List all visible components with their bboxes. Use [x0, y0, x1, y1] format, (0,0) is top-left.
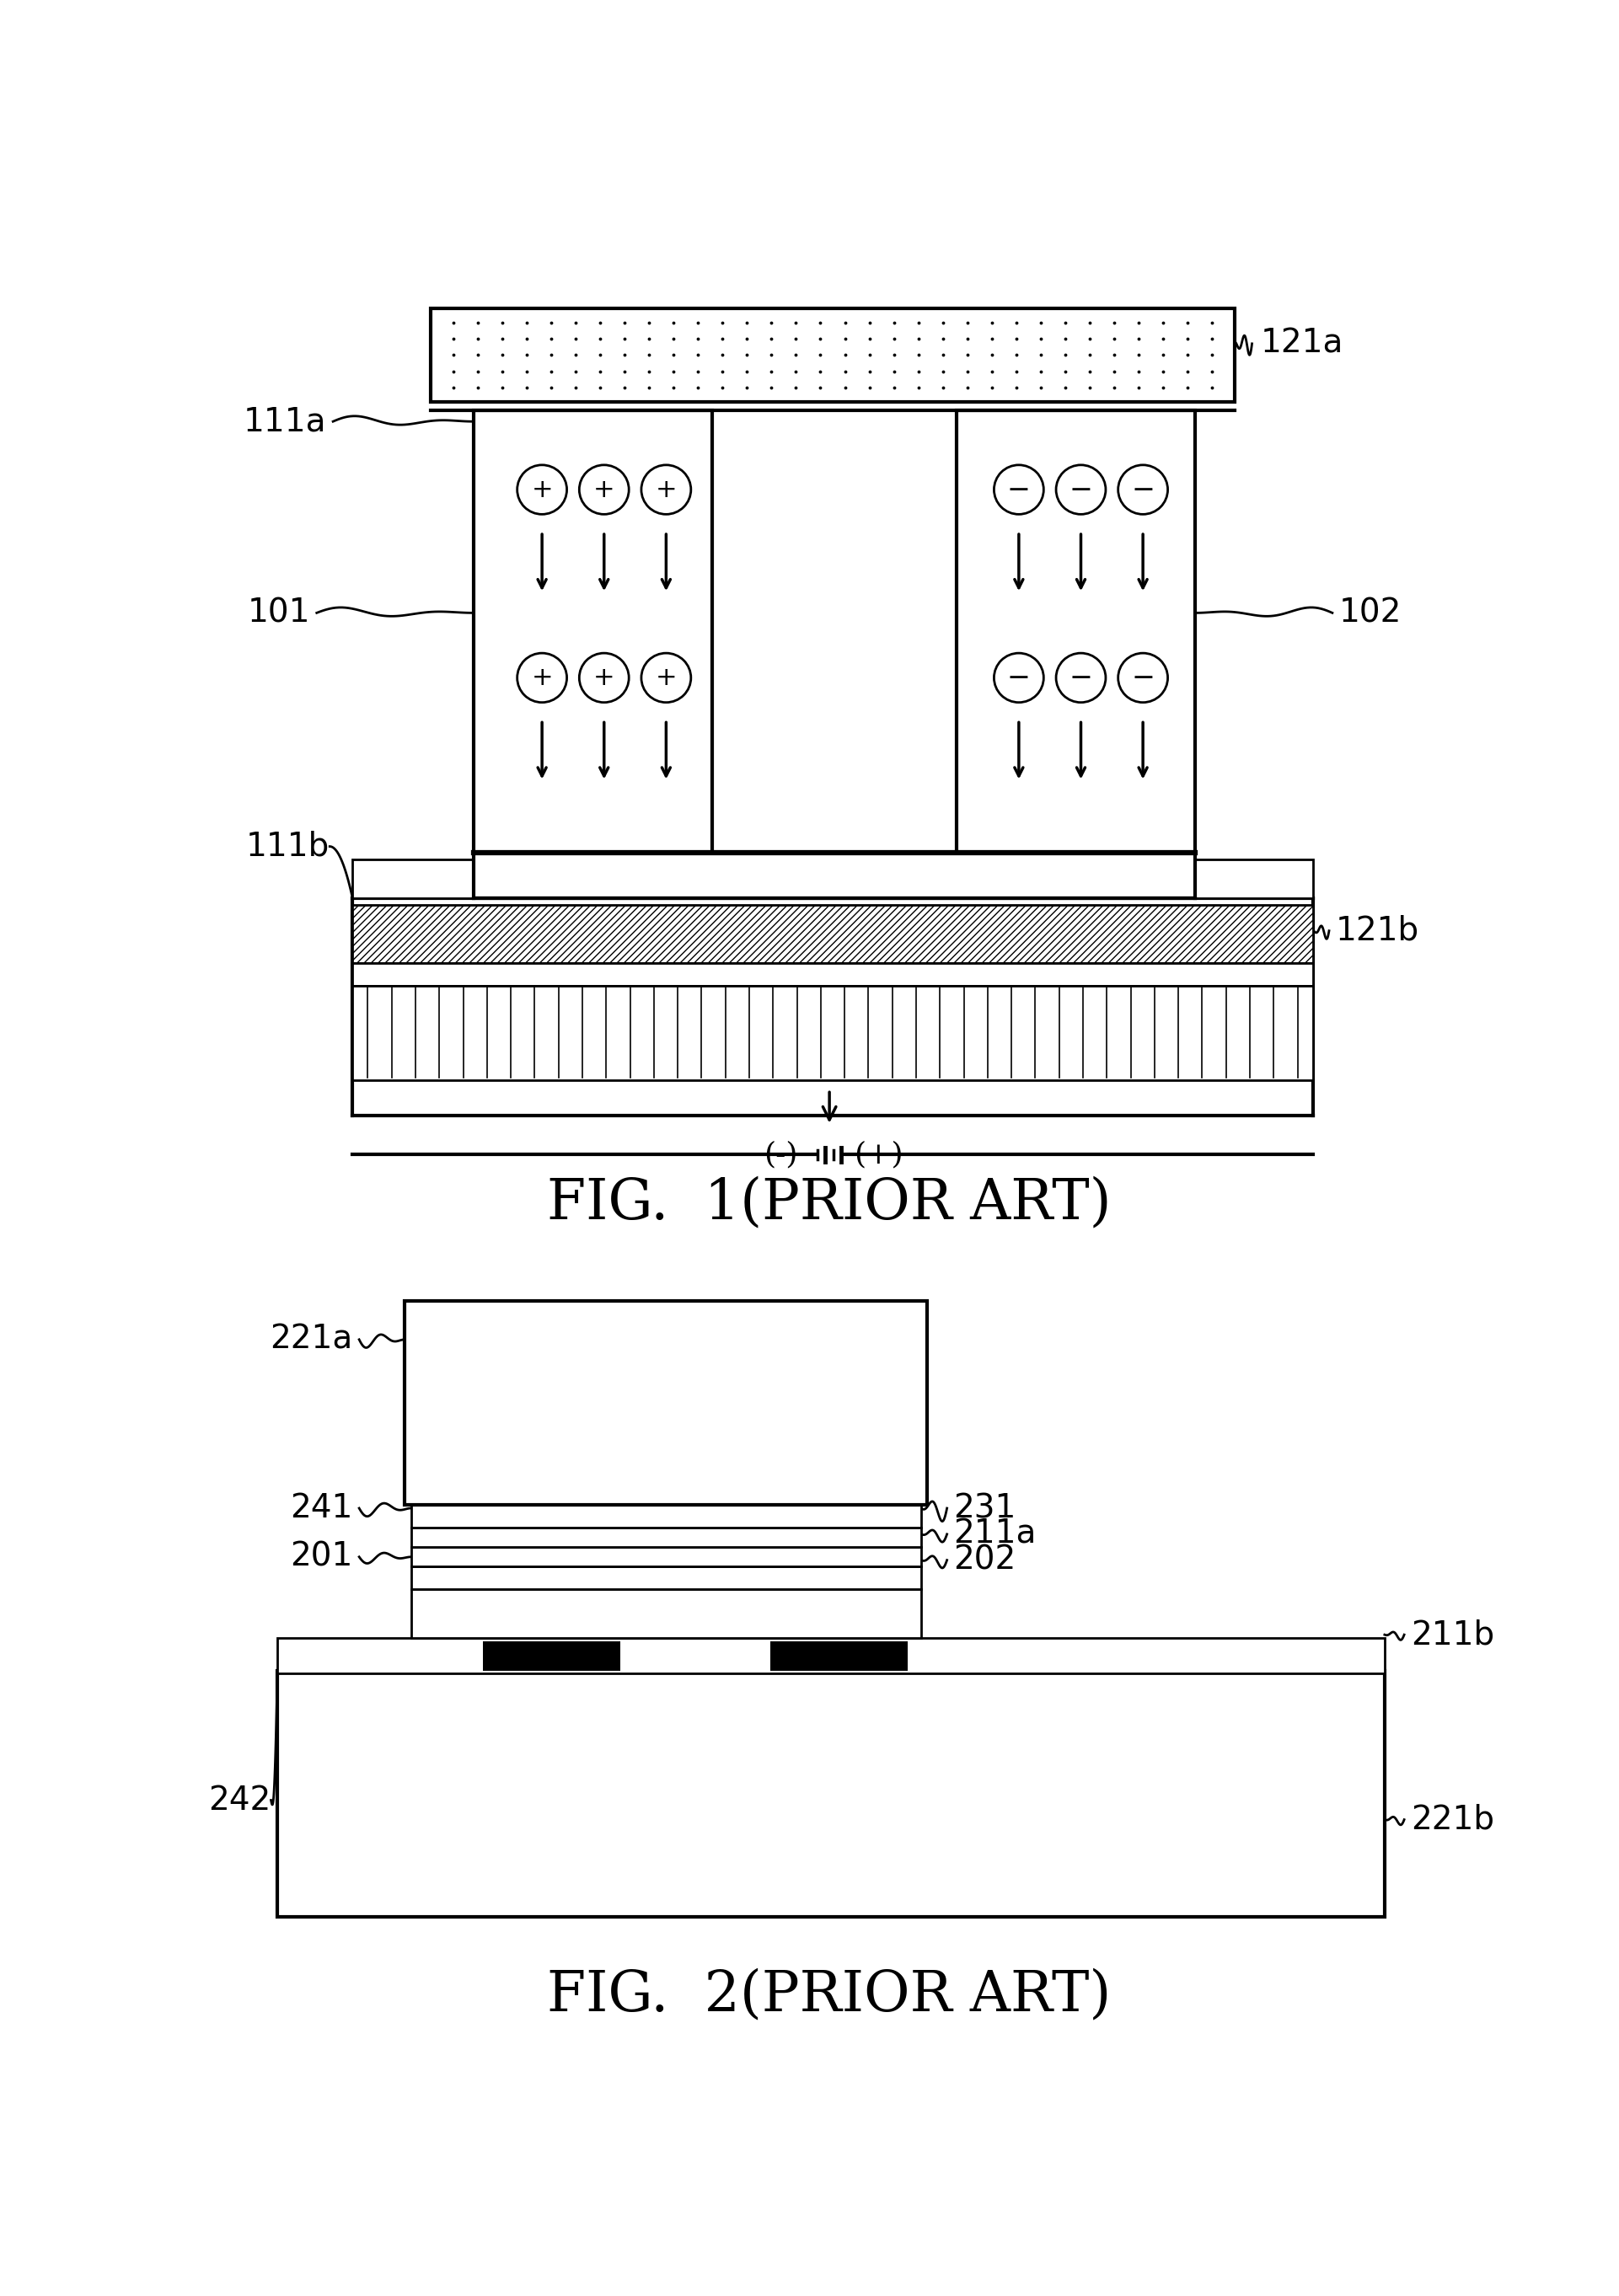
Bar [277, 1671, 1384, 1917]
Text: −: − [1069, 664, 1093, 691]
Text: 221a: 221a [270, 1322, 353, 1355]
Bar [411, 1566, 921, 1589]
Bar [405, 1300, 928, 1504]
Text: −: − [1007, 475, 1031, 503]
Text: −: − [1069, 475, 1093, 503]
Text: +: + [531, 478, 552, 503]
Bar [353, 859, 473, 898]
Bar [431, 308, 1234, 402]
Text: 231: 231 [954, 1492, 1017, 1525]
Text: 202: 202 [954, 1545, 1017, 1575]
Bar [411, 1504, 921, 1527]
Text: +: + [593, 666, 615, 691]
Bar [411, 1589, 921, 1637]
Text: +: + [656, 478, 677, 503]
Bar [353, 985, 1313, 1079]
Text: 111b: 111b [246, 831, 330, 863]
Text: 211b: 211b [1410, 1619, 1494, 1651]
Text: +: + [593, 478, 615, 503]
Text: (-): (-) [763, 1141, 798, 1169]
Bar [353, 964, 1313, 985]
Text: 242: 242 [209, 1784, 270, 1816]
Text: +: + [656, 666, 677, 691]
Bar [353, 905, 1313, 964]
Bar [411, 1548, 921, 1566]
Bar [277, 1637, 1384, 1674]
Text: 111a: 111a [243, 406, 327, 439]
Text: FIG.  2(PRIOR ART): FIG. 2(PRIOR ART) [547, 1968, 1112, 2023]
Text: −: − [1132, 475, 1154, 503]
Text: (+): (+) [853, 1141, 903, 1169]
Text: 121b: 121b [1336, 914, 1420, 946]
Text: 241: 241 [290, 1492, 353, 1525]
Bar [771, 1642, 908, 1671]
Text: 102: 102 [1339, 597, 1402, 629]
Bar [957, 411, 1195, 852]
Text: 121a: 121a [1261, 328, 1344, 360]
Text: +: + [531, 666, 552, 691]
Text: −: − [1132, 664, 1154, 691]
Bar [482, 1642, 620, 1671]
Bar [1195, 859, 1313, 898]
Text: 221b: 221b [1410, 1805, 1494, 1835]
Text: −: − [1007, 664, 1031, 691]
Text: 101: 101 [248, 597, 311, 629]
Bar [411, 1527, 921, 1548]
Bar [473, 411, 712, 852]
Text: 201: 201 [290, 1541, 353, 1573]
Text: FIG.  1(PRIOR ART): FIG. 1(PRIOR ART) [547, 1176, 1112, 1231]
Text: 211a: 211a [954, 1518, 1036, 1550]
